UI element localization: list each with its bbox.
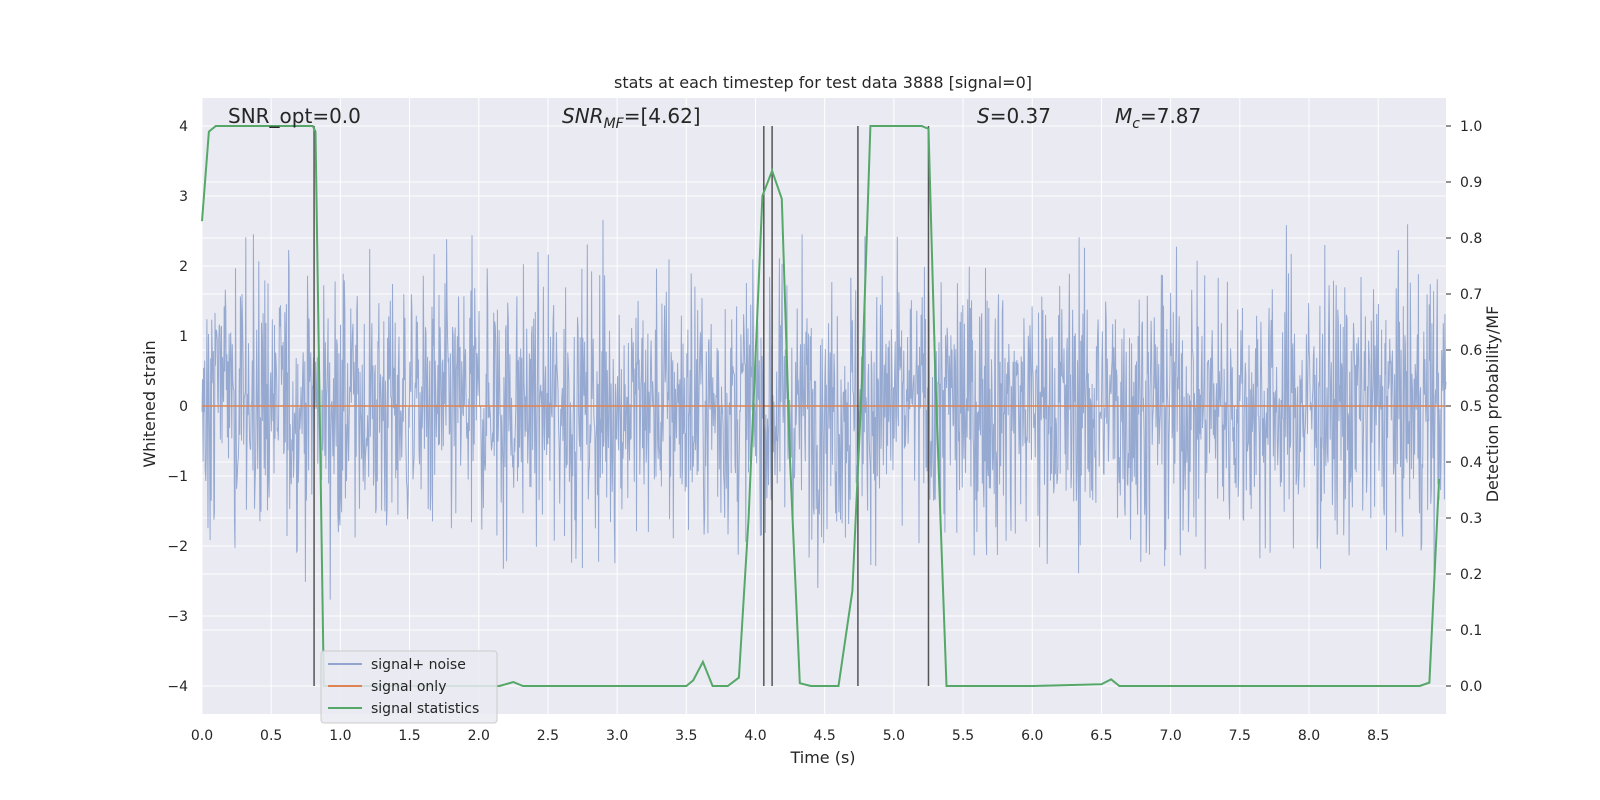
y2-tick-label: 0.1 [1460, 623, 1482, 639]
x-tick-label: 8.0 [1298, 728, 1320, 744]
y2-tick-label: 0.3 [1460, 511, 1482, 527]
legend-label-statistics: signal statistics [371, 701, 479, 717]
y2-tick-label: 0.4 [1460, 455, 1482, 471]
y2-tick-label: 1.0 [1460, 119, 1482, 135]
x-tick-label: 5.0 [883, 728, 905, 744]
y2-tick-label: 0.7 [1460, 287, 1482, 303]
x-tick-label: 4.0 [744, 728, 766, 744]
x-tick-label: 5.5 [952, 728, 974, 744]
x-tick-label: 2.5 [537, 728, 559, 744]
signal-noise-line [201, 219, 1447, 600]
snr-mf-symbol: SNR [562, 104, 604, 128]
snr-mf-subscript: MF [604, 116, 625, 132]
x-axis-label: Time (s) [789, 748, 855, 767]
x-tick-label: 1.0 [329, 728, 351, 744]
y2-tick-label: 0.0 [1460, 679, 1482, 695]
y2-tick-label: 0.2 [1460, 567, 1482, 583]
snr-mf-value: =[4.62] [624, 104, 701, 128]
y2-axis-label: Detection probability/MF [1483, 306, 1502, 503]
y-tick-label: 1 [179, 329, 188, 345]
legend: signal+ noise signal only signal statist… [320, 650, 498, 724]
y2-tick-label: 0.6 [1460, 343, 1482, 359]
signal-statistics-line [201, 125, 1441, 687]
y2-tick-label: 0.5 [1460, 399, 1482, 415]
legend-box [320, 650, 498, 724]
s-symbol: S [977, 104, 990, 128]
y2-tick-label: 0.9 [1460, 175, 1482, 191]
chart-title: stats at each timestep for test data 388… [614, 73, 1032, 92]
snr-mf-annotation: SNRMF=[4.62] [562, 104, 701, 132]
x-tick-label: 7.5 [1229, 728, 1251, 744]
mc-symbol: M [1115, 104, 1132, 128]
s-annotation: S=0.37 [977, 104, 1051, 128]
y-tick-label: 4 [179, 119, 188, 135]
x-tick-label: 0.0 [191, 728, 213, 744]
y2-tick-label: 0.8 [1460, 231, 1482, 247]
x-tick-label: 4.5 [814, 728, 836, 744]
mc-annotation: Mc=7.87 [1115, 104, 1201, 132]
x-tick-label: 8.5 [1367, 728, 1389, 744]
mc-value: =7.87 [1140, 104, 1201, 128]
x-tick-label: 1.5 [398, 728, 420, 744]
x-tick-label: 3.5 [675, 728, 697, 744]
x-tick-label: 0.5 [260, 728, 282, 744]
y-tick-label: 0 [179, 399, 188, 415]
legend-label-signal-only: signal only [371, 679, 446, 695]
x-tick-label: 3.0 [606, 728, 628, 744]
x-tick-label: 7.0 [1159, 728, 1181, 744]
y2-axis-ticks: 0.0 0.1 0.2 0.3 0.4 0.5 0.6 0.7 0.8 0.9 1.0 [1446, 119, 1482, 695]
x-tick-label: 6.0 [1021, 728, 1043, 744]
s-value: =0.37 [990, 104, 1051, 128]
mc-subscript: c [1132, 116, 1140, 132]
y-tick-label: −1 [167, 469, 188, 485]
x-tick-label: 6.5 [1090, 728, 1112, 744]
y-tick-label: 3 [179, 189, 188, 205]
x-tick-label: 2.0 [468, 728, 490, 744]
y-tick-label: −3 [167, 609, 188, 625]
signal-noise-series [201, 219, 1447, 600]
signal-statistics-series [201, 125, 1441, 687]
legend-label-noise: signal+ noise [371, 657, 466, 673]
y-tick-label: −2 [167, 539, 188, 555]
vertical-lines [313, 126, 930, 686]
y-axis-ticks: −4 −3 −2 −1 0 1 2 3 4 [167, 119, 188, 695]
y-axis-label: Whitened strain [140, 340, 159, 467]
y-tick-label: −4 [167, 679, 188, 695]
y-tick-label: 2 [179, 259, 188, 275]
snr-opt-annotation: SNR_opt=0.0 [228, 104, 361, 128]
x-axis-ticks: 0.0 0.5 1.0 1.5 2.0 2.5 3.0 3.5 4.0 4.5 5.0 5.5 6.0 6… [191, 728, 1389, 744]
